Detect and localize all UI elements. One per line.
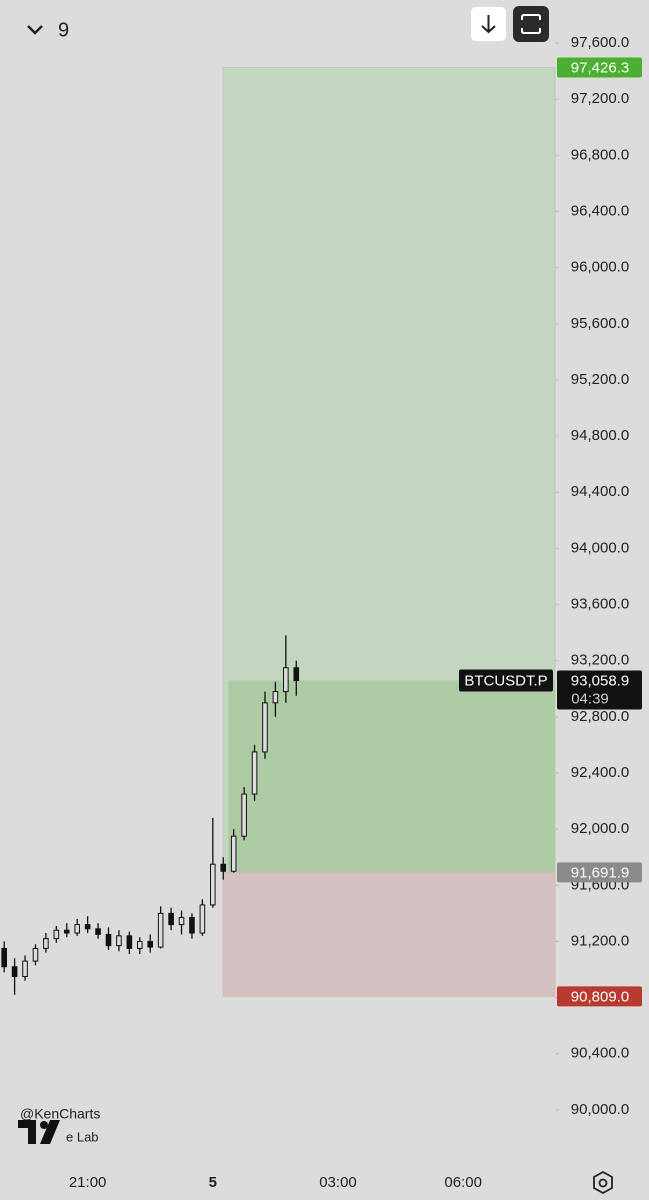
stop-tag [557,986,642,1007]
candle-body [147,940,154,948]
interval-label[interactable]: 9 [58,19,69,41]
candle-body [293,667,300,682]
candle-body [43,938,49,949]
last-price-label: 93,058.9 [571,672,629,689]
x-tick-label: 06:00 [444,1174,482,1191]
candle-body [1,947,7,968]
y-tick-label: 96,800.0 [571,146,629,163]
candle-body [199,904,206,934]
candle-body [95,928,101,935]
y-tick-label: 93,200.0 [571,652,629,669]
y-tick-label: 91,200.0 [571,932,629,949]
y-tick-label: 95,600.0 [571,315,629,332]
candle-body [116,935,122,947]
entry-tag [557,862,642,883]
x-tick-label: 03:00 [319,1174,357,1191]
settings-button[interactable] [593,1170,613,1195]
entry-tag-label: 91,691.9 [571,864,629,881]
countdown-label: 04:39 [571,690,609,707]
candle-body [22,960,28,978]
candle-body [84,924,91,930]
y-tick-label: 94,000.0 [571,539,629,556]
interval-chevron[interactable] [27,25,43,35]
x-tick-label: 21:00 [69,1174,107,1191]
candle-body [168,912,174,926]
y-tick-label: 92,400.0 [571,764,629,781]
target-tag [557,57,642,78]
candle-body [105,933,112,947]
y-tick-label: 96,400.0 [571,203,629,220]
candle-body [262,702,268,753]
stop-tag-label: 90,809.0 [571,988,629,1005]
watermark: @KenCharts [20,1106,100,1122]
tradingview-logo [18,1120,60,1144]
candle-body [241,793,247,837]
candle-body [74,924,80,934]
y-tick-label: 97,200.0 [571,90,629,107]
target-tag-label: 97,426.3 [571,59,629,76]
y-tick-label: 92,800.0 [571,708,629,725]
symbol-label: BTCUSDT.P [464,672,547,689]
candle-body [220,863,227,872]
candle-body [189,917,195,934]
candle-body [126,935,133,949]
candle-body [178,917,185,926]
candle-body [283,667,289,693]
candle-body [11,966,18,978]
y-tick-label: 92,000.0 [571,820,629,837]
candle-body [272,691,279,704]
y-tick-label: 97,600.0 [571,34,629,51]
y-tick-label: 93,600.0 [571,596,629,613]
scroll-button[interactable] [471,7,506,41]
plot-area [1,66,556,997]
candle-body [63,929,70,934]
y-tick-label: 90,400.0 [571,1045,629,1062]
candle-body [53,929,60,940]
candle-body [157,912,164,948]
fullscreen-button[interactable] [513,6,549,42]
last-price-tag [557,670,642,710]
x-tick-label: 5 [209,1174,217,1191]
open-profit-zone [228,680,555,873]
candle-body [230,835,237,872]
y-tick-label: 95,200.0 [571,371,629,388]
y-tick-label: 94,400.0 [571,483,629,500]
y-tick-label: 90,000.0 [571,1101,629,1118]
candle-body [251,751,258,795]
loss-zone [222,871,556,997]
y-tick-label: 94,800.0 [571,427,629,444]
y-tick-label: 96,000.0 [571,259,629,276]
symbol-tag [459,669,553,692]
candle-body [32,947,39,962]
watermark: e Lab [66,1129,99,1144]
candle-body [136,940,143,949]
candle-body [210,863,216,906]
